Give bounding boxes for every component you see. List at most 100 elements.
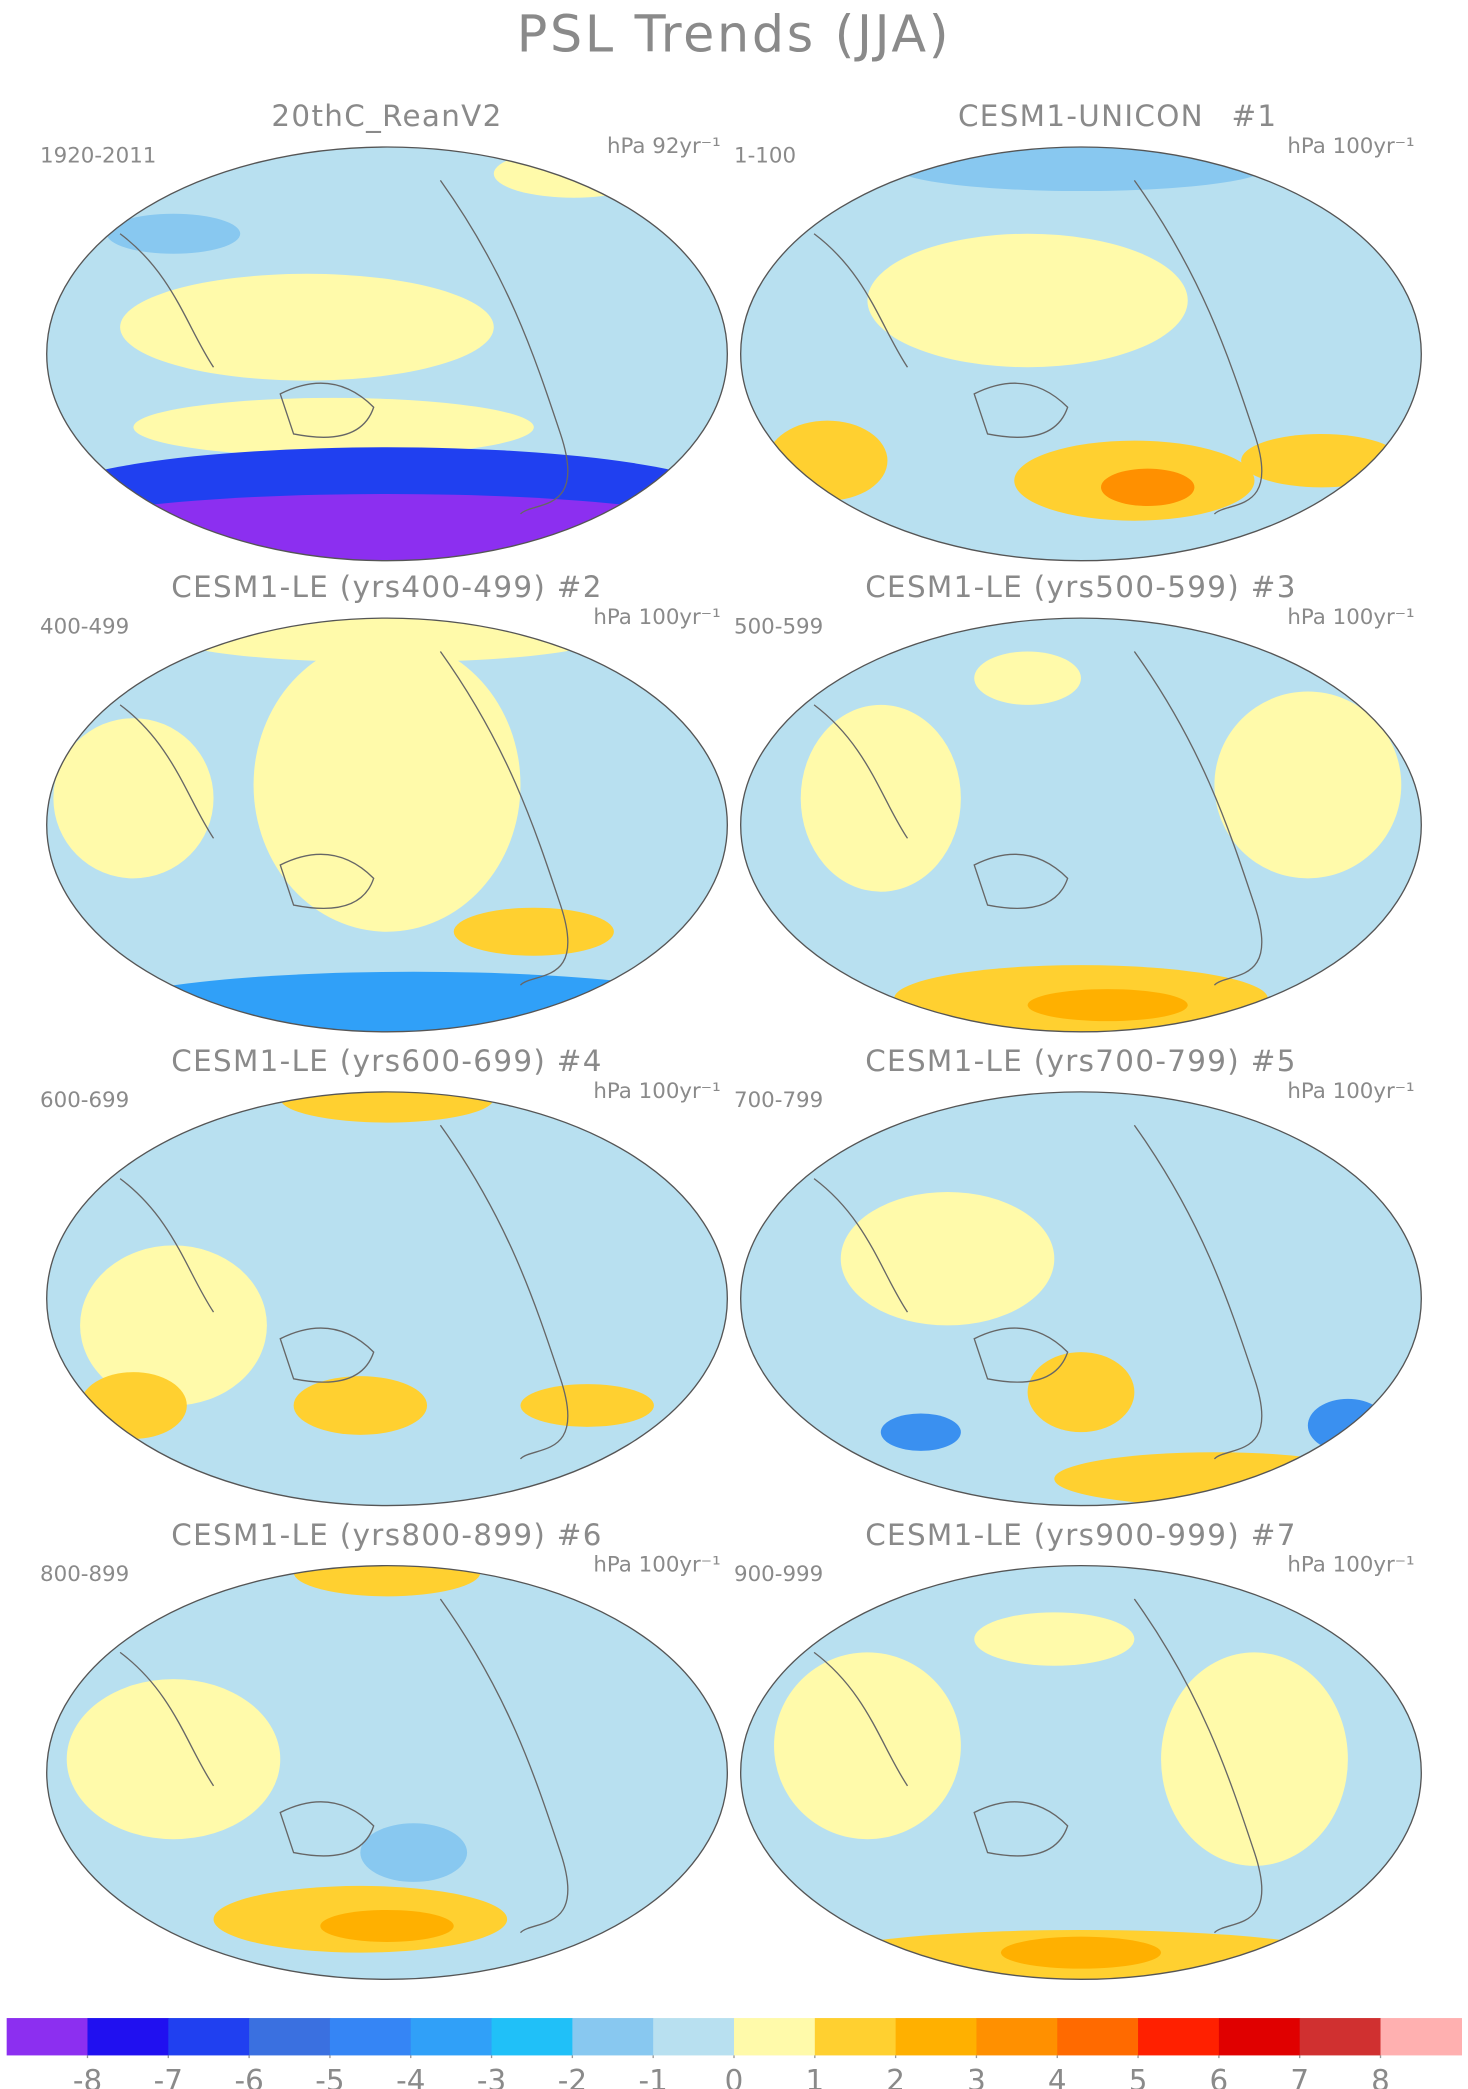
colorbar-label: -1	[639, 2064, 668, 2089]
colorbar-label: -5	[315, 2064, 344, 2089]
contour-region	[1027, 1352, 1135, 1433]
panel-title: CESM1-LE (yrs400-499) #2	[171, 570, 603, 604]
contours	[80, 1091, 654, 1460]
contour-region	[173, 618, 601, 663]
contour-region	[800, 704, 961, 892]
contour-region	[1161, 1652, 1348, 1866]
units-label: hPa 100yr⁻¹	[593, 605, 720, 630]
color-bin	[249, 2018, 331, 2056]
color-bin	[168, 2018, 250, 2056]
contour-region	[253, 638, 521, 932]
map-panel: CESM1-LE (yrs400-499) #2 400-499 hPa 100yr…	[40, 570, 728, 1033]
contours	[66, 1565, 569, 1953]
coastline	[813, 233, 1069, 438]
units-label: hPa 92yr⁻¹	[607, 134, 721, 159]
map-outline	[46, 1564, 728, 1981]
colorbar-label: 6	[1210, 2064, 1229, 2089]
units-label: hPa 100yr⁻¹	[1287, 605, 1414, 630]
contour-region	[360, 1823, 468, 1882]
panel-title: CESM1-LE (yrs600-699) #4	[171, 1044, 603, 1078]
units-label: hPa 100yr⁻¹	[1287, 134, 1414, 159]
contour-region	[93, 971, 728, 1032]
contours	[800, 651, 1402, 1032]
contour-region	[80, 1245, 267, 1406]
contour-region	[1241, 433, 1402, 488]
units-label: hPa 100yr⁻¹	[593, 1553, 720, 1578]
coastline	[813, 704, 1069, 910]
coastline	[119, 1178, 375, 1383]
colorbar-label: 1	[805, 2064, 824, 2089]
color-bin	[976, 2018, 1058, 2056]
period-label: 900-999	[734, 1562, 823, 1587]
contour-region	[867, 233, 1188, 368]
color-bin	[491, 2018, 574, 2056]
colorbar-label: -8	[73, 2064, 102, 2089]
panel-title: 20thC_ReanV2	[271, 99, 502, 133]
color-bin	[653, 2018, 735, 2056]
coastline	[813, 1651, 1069, 1857]
coastline	[439, 1124, 569, 1460]
coastline	[439, 179, 569, 515]
map-panel: CESM1-LE (yrs700-799) #5 700-799 hPa 100yr…	[734, 1044, 1422, 1507]
colorbar-label: -3	[477, 2064, 506, 2089]
colorbar-label: 8	[1371, 2064, 1390, 2089]
map-panel: CESM1-LE (yrs600-699) #4 600-699 hPa 100yr…	[40, 1044, 728, 1507]
contour-region	[520, 1384, 654, 1427]
panel-title: CESM1-LE (yrs700-799) #5	[865, 1044, 1297, 1078]
contour-region	[1307, 1398, 1388, 1453]
color-bin	[1138, 2018, 1220, 2056]
color-bin	[1218, 2018, 1301, 2056]
map-outline	[46, 1091, 728, 1507]
contour-region	[1027, 989, 1188, 1022]
contour-region	[120, 273, 494, 381]
contours	[46, 149, 728, 561]
contour-region	[894, 147, 1268, 192]
panel-number: #1	[1231, 99, 1277, 133]
contour-region	[974, 651, 1081, 705]
period-label: 700-799	[734, 1088, 823, 1113]
panel-title: CESM1-LE (yrs500-599) #3	[865, 570, 1297, 604]
panel-title: CESM1-LE (yrs900-999) #7	[865, 1518, 1297, 1552]
contour-region	[133, 397, 534, 457]
coastline	[1133, 651, 1263, 986]
units-label: hPa 100yr⁻¹	[593, 1079, 720, 1104]
color-bin	[1380, 2018, 1462, 2056]
units-label: hPa 100yr⁻¹	[1287, 1553, 1414, 1578]
units-label: hPa 100yr⁻¹	[1287, 1079, 1414, 1104]
panel-title: CESM1-UNICON	[958, 99, 1204, 133]
color-bin	[329, 2018, 412, 2056]
map-outline	[46, 617, 728, 1033]
coastline	[1133, 179, 1263, 515]
map-panel: CESM1-UNICON #1 1-100 hPa 100yr⁻¹	[734, 99, 1422, 562]
contour-region	[767, 420, 888, 501]
color-bin	[895, 2018, 978, 2056]
map-outline	[740, 1564, 1422, 1981]
contour-region	[293, 1376, 428, 1435]
color-bin	[1299, 2018, 1382, 2056]
contour-region	[106, 213, 241, 254]
map-outline	[740, 146, 1422, 562]
colorbar-label: 2	[886, 2064, 905, 2089]
contour-region	[46, 493, 728, 561]
contour-region	[320, 1909, 454, 1942]
panel-title: CESM1-LE (yrs800-899) #6	[171, 1518, 603, 1552]
map-outline	[46, 146, 728, 562]
color-bin	[572, 2018, 654, 2056]
contour-region	[1054, 1452, 1375, 1506]
contour-region	[293, 1565, 481, 1597]
contour-region	[974, 1612, 1135, 1666]
colorbar-label: 3	[967, 2064, 986, 2089]
contour-region	[840, 1191, 1055, 1326]
color-bin	[410, 2018, 493, 2056]
colorbar-label: 0	[725, 2064, 744, 2089]
coastline	[439, 651, 569, 986]
map-background	[740, 1091, 1422, 1506]
period-label: 500-599	[734, 614, 823, 639]
contour-region	[1000, 1936, 1162, 1969]
coastline	[119, 1651, 375, 1857]
contour-region	[880, 1413, 961, 1451]
coastline	[1133, 1598, 1263, 1934]
period-label: 1920-2011	[40, 143, 156, 168]
period-label: 1-100	[734, 143, 796, 168]
